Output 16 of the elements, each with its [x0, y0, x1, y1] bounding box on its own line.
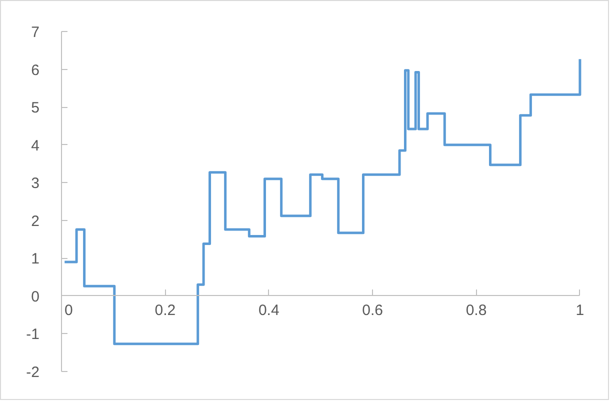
- y-tick-label: 5: [31, 100, 40, 117]
- y-tick-label: 0: [31, 288, 40, 306]
- x-tick-label: 0.4: [258, 302, 280, 319]
- x-tick-label: 0: [64, 302, 73, 319]
- x-tick-label: 1: [576, 302, 584, 319]
- y-tick-label: 6: [31, 62, 40, 79]
- y-tick-label: 7: [31, 24, 40, 41]
- x-tick-label: 0.8: [466, 302, 487, 319]
- y-tick-label: 4: [31, 137, 40, 154]
- y-tick-label: 3: [31, 175, 40, 192]
- y-tick-label: 2: [31, 212, 40, 230]
- x-tick-label: 0.6: [362, 302, 383, 319]
- y-tick-label: -2: [26, 364, 40, 381]
- y-tick-label: -1: [26, 326, 40, 344]
- y-tick-label: 1: [31, 250, 40, 268]
- x-tick-label: 0.2: [154, 302, 176, 319]
